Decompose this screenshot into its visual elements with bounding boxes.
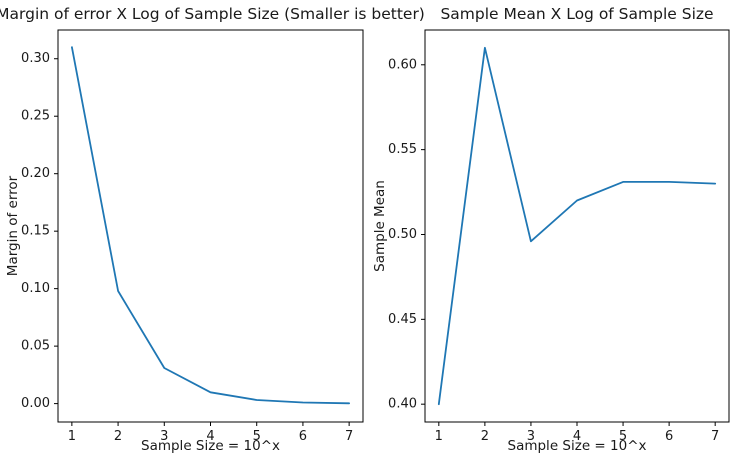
- x-axis-label: Sample Size = 10^x: [141, 438, 280, 454]
- x-tick-label: 1: [435, 429, 443, 444]
- x-tick-label: 3: [160, 429, 168, 444]
- y-tick-label: 0.05: [21, 339, 50, 354]
- data-line: [71, 46, 351, 405]
- plot-border: [424, 29, 730, 423]
- y-tick-label: 0.40: [388, 397, 417, 412]
- y-tick-label: 0.20: [21, 166, 50, 181]
- x-axis-label: Sample Size = 10^x: [507, 438, 647, 454]
- y-tick-label: 0.00: [21, 396, 50, 411]
- x-tick-label: 1: [68, 429, 76, 444]
- chart-title: Margin of error X Log of Sample Size (Sm…: [0, 5, 425, 23]
- y-tick-label: 0.45: [388, 312, 417, 327]
- x-tick-label: 3: [527, 429, 535, 444]
- x-tick-label: 2: [114, 429, 122, 444]
- y-tick-label: 0.50: [388, 227, 417, 242]
- x-tick-label: 4: [573, 429, 581, 444]
- x-tick-label: 4: [206, 429, 214, 444]
- x-tick-label: 2: [481, 429, 489, 444]
- chart-title: Sample Mean X Log of Sample Size: [440, 5, 714, 23]
- y-tick-label: 0.55: [388, 142, 417, 157]
- y-tick-label: 0.10: [21, 281, 50, 296]
- y-tick-label: 0.25: [21, 109, 50, 124]
- y-tick-label: 0.30: [21, 51, 50, 66]
- x-tick-label: 7: [711, 429, 719, 444]
- x-tick-label: 7: [345, 429, 353, 444]
- x-tick-label: 5: [253, 429, 261, 444]
- data-line: [437, 46, 717, 406]
- x-tick-label: 6: [299, 429, 307, 444]
- y-tick-label: 0.15: [21, 224, 50, 239]
- y-tick-label: 0.60: [388, 57, 417, 72]
- x-tick-label: 5: [619, 429, 627, 444]
- x-tick-label: 6: [665, 429, 673, 444]
